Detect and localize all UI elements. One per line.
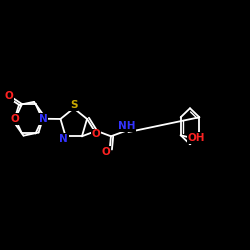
Text: O: O [4, 91, 13, 101]
Text: O: O [92, 130, 100, 140]
Text: O: O [10, 114, 19, 124]
Text: OH: OH [188, 133, 205, 143]
Text: S: S [70, 100, 78, 110]
Text: NH: NH [118, 121, 135, 131]
Text: N: N [39, 114, 48, 124]
Text: N: N [59, 134, 68, 144]
Text: O: O [101, 147, 110, 157]
